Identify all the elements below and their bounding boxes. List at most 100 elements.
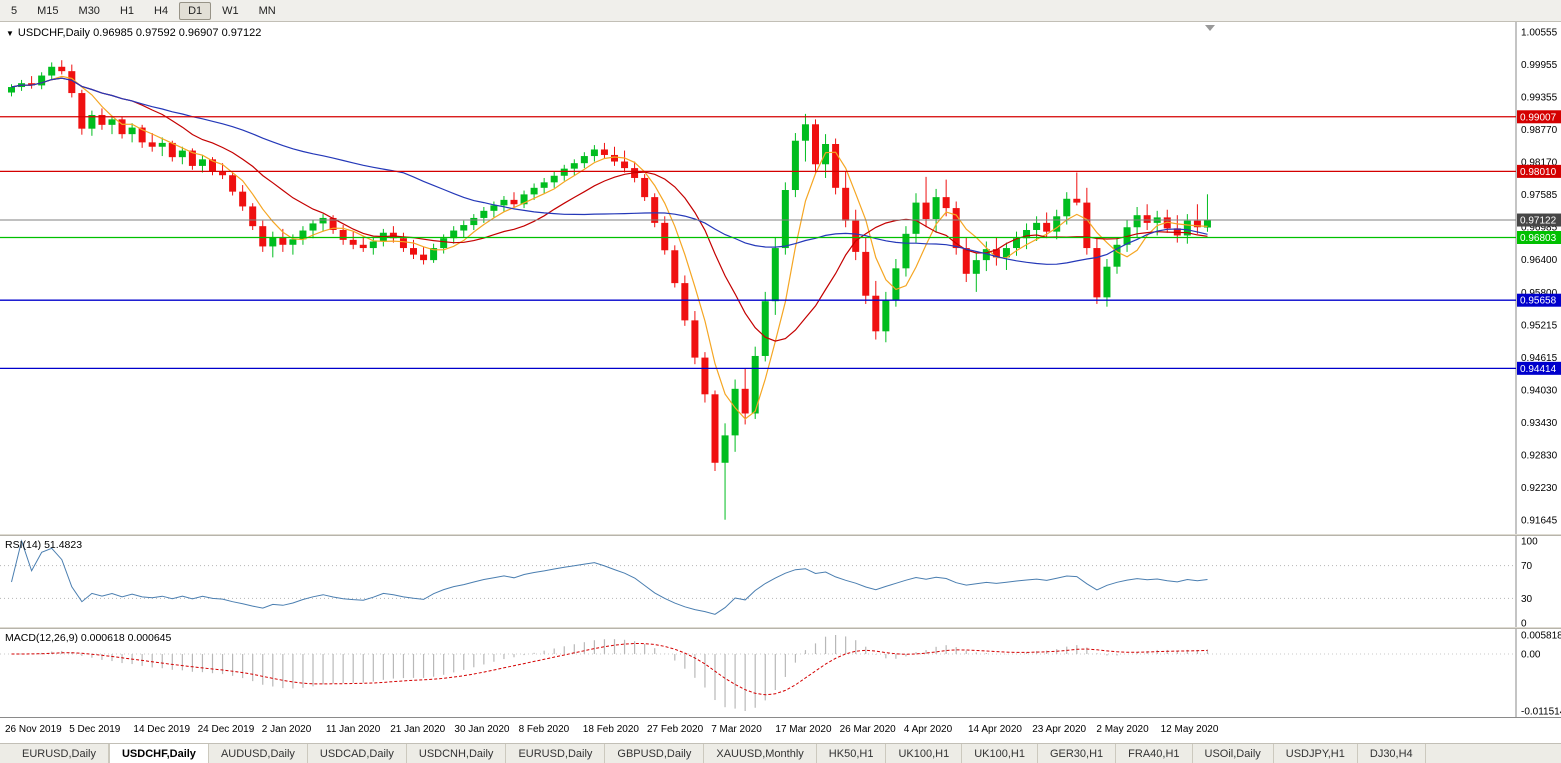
date-label: 8 Feb 2020: [518, 724, 570, 735]
chart-tab-usoil-daily[interactable]: USOil,Daily: [1193, 744, 1274, 763]
chart-title-symbol: USDCHF,Daily: [17, 27, 91, 39]
rsi-label: RSI(14) 51.4823: [5, 539, 83, 551]
timeframe-button-m30[interactable]: M30: [78, 4, 100, 17]
rsi-axis-label: 0: [1521, 619, 1527, 628]
svg-text:0.96985: 0.96985: [1521, 223, 1558, 234]
chart-tab-uk100-h1[interactable]: UK100,H1: [886, 744, 963, 763]
svg-text:0.95800: 0.95800: [1521, 288, 1558, 299]
macd-panel: 0.005818 0.00 -0.011514 MACD(12,26,9) 0.00…: [0, 629, 1561, 717]
timeframe-button-w1[interactable]: W1: [222, 4, 239, 17]
ma-line-5: [11, 75, 1208, 420]
chart-tab-usdcnh-daily[interactable]: USDCNH,Daily: [407, 744, 507, 763]
chart-tab-audusd-daily[interactable]: AUDUSD,Daily: [209, 744, 308, 763]
chart-tab-uk100-h1[interactable]: UK100,H1: [962, 744, 1038, 763]
date-label: 2 May 2020: [1096, 724, 1149, 735]
svg-text:0.98770: 0.98770: [1521, 125, 1558, 136]
chart-tab-ger30-h1[interactable]: GER30,H1: [1038, 744, 1117, 763]
date-label: 5 Dec 2019: [69, 724, 121, 735]
svg-text:0.92230: 0.92230: [1521, 483, 1558, 494]
chart-title: ▼ USDCHF,Daily 0.96985 0.97592 0.96907 0.…: [6, 27, 261, 39]
svg-text:0.99955: 0.99955: [1521, 60, 1558, 71]
timeframe-button-m15[interactable]: M15: [37, 4, 59, 17]
svg-text:0.92830: 0.92830: [1521, 450, 1558, 461]
svg-text:0.99007: 0.99007: [1520, 112, 1557, 123]
svg-text:0.95658: 0.95658: [1520, 296, 1557, 307]
date-label: 14 Apr 2020: [968, 724, 1022, 735]
svg-text:0.97122: 0.97122: [1520, 216, 1557, 227]
ma-line-40: [11, 77, 1208, 265]
rsi-chart[interactable]: 100 70 30 0: [0, 536, 1561, 627]
svg-text:0.97585: 0.97585: [1521, 190, 1558, 201]
svg-text:0.98010: 0.98010: [1520, 167, 1557, 178]
rsi-axis-label: 30: [1521, 594, 1533, 605]
date-label: 26 Nov 2019: [5, 724, 62, 735]
date-label: 2 Jan 2020: [261, 724, 312, 735]
macd-axis-label: 0.005818: [1521, 631, 1561, 642]
panel-separator[interactable]: [0, 627, 1561, 629]
date-label: 11 Jan 2020: [326, 724, 381, 735]
rsi-panel: 100 70 30 0 RSI(14) 51.4823: [0, 536, 1561, 627]
date-label: 24 Dec 2019: [197, 724, 255, 735]
timeframe-button-h1[interactable]: H1: [119, 4, 134, 17]
date-label: 27 Feb 2020: [647, 724, 704, 735]
chart-tab-eurusd-daily[interactable]: EURUSD,Daily: [506, 744, 606, 763]
date-label: 21 Jan 2020: [390, 724, 446, 735]
chart-tab-usdjpy-h1[interactable]: USDJPY,H1: [1274, 744, 1358, 763]
date-label: 30 Jan 2020: [454, 724, 510, 735]
chart-tab-eurusd-daily[interactable]: EURUSD,Daily: [10, 744, 109, 763]
date-label: 18 Feb 2020: [582, 724, 639, 735]
macd-signal-line: [11, 642, 1208, 696]
timeframe-button-5[interactable]: 5: [11, 4, 18, 17]
chart-tab-usdcad-daily[interactable]: USDCAD,Daily: [308, 744, 407, 763]
date-label: 14 Dec 2019: [133, 724, 191, 735]
macd-chart[interactable]: 0.005818 0.00 -0.011514: [0, 629, 1561, 717]
chart-tab-usdchf-daily[interactable]: USDCHF,Daily: [108, 744, 209, 763]
svg-text:0.94030: 0.94030: [1521, 385, 1558, 396]
chart-tab-hk50-h1[interactable]: HK50,H1: [817, 744, 887, 763]
candles-layer: [8, 60, 1211, 520]
svg-text:0.98170: 0.98170: [1521, 158, 1558, 169]
timeframe-button-mn[interactable]: MN: [258, 4, 276, 17]
svg-text:0.91645: 0.91645: [1521, 516, 1558, 527]
chart-tab-gbpusd-daily[interactable]: GBPUSD,Daily: [605, 744, 705, 763]
date-label: 17 Mar 2020: [775, 724, 832, 735]
rsi-line: [11, 539, 1208, 615]
macd-axis-label: 0.00: [1521, 650, 1541, 661]
date-label: 23 Apr 2020: [1032, 724, 1087, 735]
time-axis[interactable]: 26 Nov 2019 5 Dec 2019 14 Dec 2019 24 Dec 2…: [0, 717, 1561, 743]
chart-tab-bar: EURUSD,Daily USDCHF,Daily AUDUSD,Daily USDC…: [0, 743, 1561, 763]
macd-label: MACD(12,26,9) 0.000618 0.000645: [5, 632, 172, 644]
chart-title-ohlc: 0.96985 0.97592 0.96907 0.97122: [93, 27, 262, 39]
candlestick-chart[interactable]: 1.00555 0.99955 0.99355 0.98770 0.98170 0.975…: [0, 22, 1561, 534]
chart-shift-marker[interactable]: [1205, 25, 1215, 31]
chart-tab-xauusd-monthly[interactable]: XAUUSD,Monthly: [704, 744, 817, 763]
panel-separator[interactable]: [0, 534, 1561, 536]
date-label: 12 May 2020: [1160, 724, 1219, 735]
rsi-axis-label: 100: [1521, 537, 1538, 548]
macd-histogram: [20, 635, 1209, 711]
svg-text:0.93430: 0.93430: [1521, 418, 1558, 429]
svg-text:0.94414: 0.94414: [1520, 364, 1557, 375]
timeframe-button-d1[interactable]: D1: [179, 1, 212, 20]
svg-text:0.99355: 0.99355: [1521, 93, 1558, 104]
chart-tab-fra40-h1[interactable]: FRA40,H1: [1116, 744, 1193, 763]
svg-text:0.94615: 0.94615: [1521, 353, 1558, 364]
horizontal-level-lines[interactable]: 0.99007 0.98010 0.96803 0.95658 0.94414: [0, 110, 1561, 375]
svg-text:1.00555: 1.00555: [1521, 28, 1558, 39]
svg-text:0.95215: 0.95215: [1521, 320, 1558, 331]
timeframe-toolbar: 5 M15 M30 H1 H4 D1 W1 MN: [0, 0, 1561, 22]
date-label: 7 Mar 2020: [711, 724, 762, 735]
date-label: 4 Apr 2020: [903, 724, 953, 735]
macd-axis-label: -0.011514: [1521, 707, 1561, 718]
price-axis[interactable]: 1.00555 0.99955 0.99355 0.98770 0.98170 0.975…: [1521, 28, 1558, 527]
chart-tab-dj30-h4[interactable]: DJ30,H4: [1358, 744, 1426, 763]
main-chart-panel: 1.00555 0.99955 0.99355 0.98770 0.98170 0.975…: [0, 22, 1561, 534]
chart-menu-icon[interactable]: ▼: [6, 29, 14, 38]
svg-text:0.96803: 0.96803: [1520, 233, 1557, 244]
timeframe-button-h4[interactable]: H4: [154, 4, 169, 17]
ma-line-13: [11, 77, 1208, 342]
bid-price-tag: 0.97122: [1517, 213, 1561, 227]
rsi-axis-label: 70: [1521, 561, 1533, 572]
svg-text:0.96400: 0.96400: [1521, 255, 1558, 266]
date-label: 26 Mar 2020: [839, 724, 896, 735]
